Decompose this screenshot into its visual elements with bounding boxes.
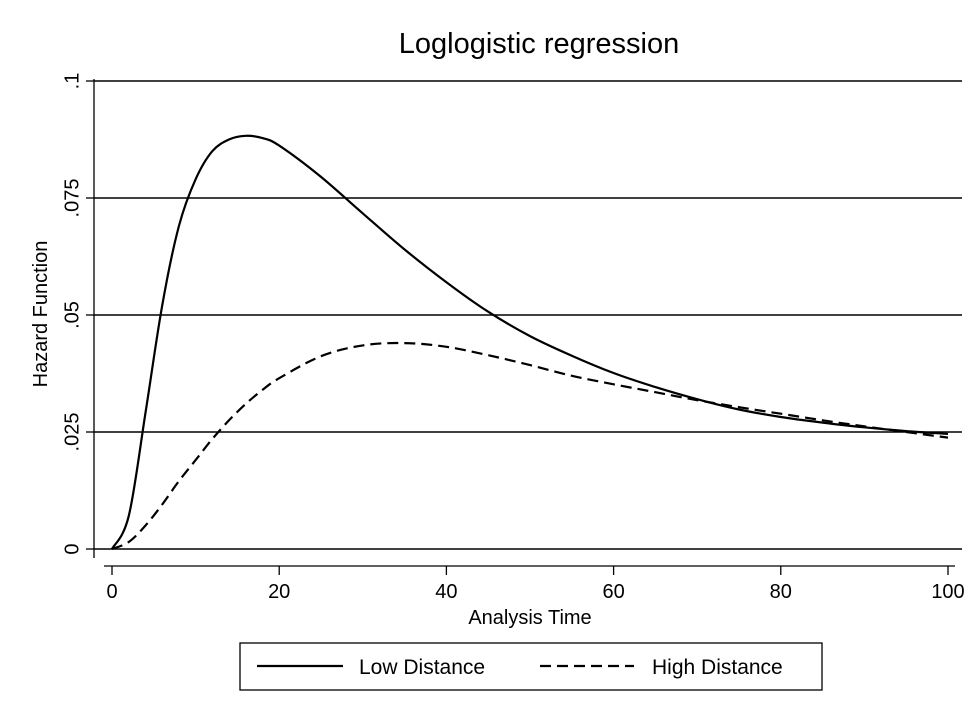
- x-axis-title: Analysis Time: [468, 607, 591, 629]
- legend-label-low-distance: Low Distance: [359, 656, 485, 679]
- chart-title: Loglogistic regression: [399, 28, 679, 60]
- series-line-low-distance: [111, 134, 949, 550]
- x-tick-label: 0: [106, 581, 117, 603]
- x-axis: 0 20 40 60 80 100: [104, 565, 965, 603]
- gridlines: [94, 80, 962, 550]
- x-tick-label: 60: [602, 581, 624, 603]
- x-tick-label: 20: [268, 581, 290, 603]
- x-tick-label: 100: [931, 581, 964, 603]
- y-tick-label: .075: [61, 179, 83, 218]
- y-tick-label: .1: [61, 73, 83, 90]
- y-axis-title: Hazard Function: [30, 241, 52, 388]
- legend: Low Distance High Distance: [239, 642, 823, 691]
- x-tick-label: 80: [770, 581, 792, 603]
- legend-label-high-distance: High Distance: [652, 656, 783, 679]
- x-tick-label: 40: [435, 581, 457, 603]
- y-tick-label: .025: [61, 413, 83, 452]
- y-tick-label: .05: [61, 301, 83, 329]
- series-line-high-distance: [111, 341, 949, 551]
- y-axis: 0 .025 .05 .075 .1: [61, 73, 95, 558]
- y-tick-label: 0: [61, 543, 83, 554]
- series-layer: [111, 134, 949, 551]
